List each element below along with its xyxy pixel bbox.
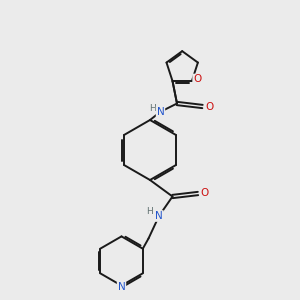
Text: H: H	[149, 103, 155, 112]
Text: N: N	[157, 107, 164, 117]
Text: N: N	[118, 282, 125, 292]
Text: N: N	[155, 211, 163, 221]
Text: H: H	[146, 207, 153, 216]
Text: O: O	[200, 188, 209, 199]
Text: O: O	[193, 74, 201, 85]
Text: O: O	[205, 101, 213, 112]
